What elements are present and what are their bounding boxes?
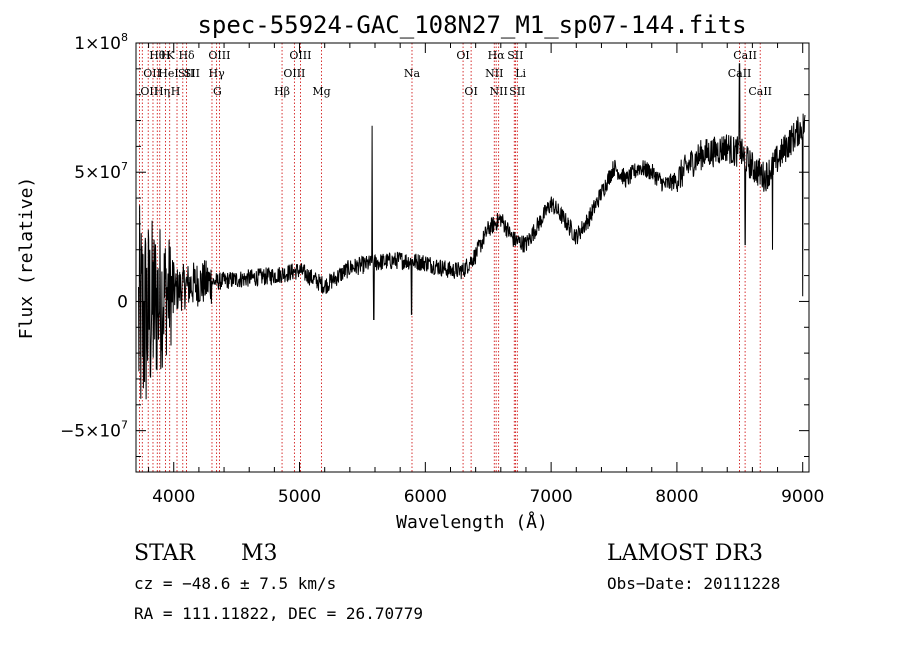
emission-line-markers [138, 43, 761, 472]
x-axis-label: Wavelength (Å) [396, 511, 548, 533]
y-tick-exponent: 7 [121, 160, 128, 173]
line-label: SII [509, 85, 525, 98]
line-label: SII [507, 49, 523, 62]
line-label: H [161, 49, 171, 62]
x-tick-label: 6000 [404, 487, 447, 507]
x-tick-label: 4000 [152, 487, 195, 507]
x-axis-ticks: 4000 5000 6000 7000 8000 9000 [148, 43, 824, 507]
line-label: HeI [158, 67, 178, 80]
line-label: OIII [289, 49, 311, 62]
line-label: K [166, 49, 175, 62]
line-label: Li [515, 67, 526, 80]
emission-line-labels: OIIOIIHθHηHeIHKHSIIHδSIIGHγOIIIHβOIIIOII… [140, 49, 772, 98]
line-label: SII [178, 67, 194, 80]
line-label: CaII [733, 49, 757, 62]
redshift-text: cz = −48.6 ± 7.5 km/s [134, 574, 336, 593]
y-tick-label: 0 [117, 292, 128, 312]
line-label: Na [404, 67, 421, 80]
y-tick-label: 5×107 [74, 160, 128, 183]
line-label: OII [143, 67, 161, 80]
line-label: Hα [488, 49, 506, 62]
line-label: Hδ [178, 49, 195, 62]
plot-frame [135, 42, 810, 473]
coordinates-text: RA = 111.11822, DEC = 26.70779 [134, 604, 423, 623]
line-label: OIII [283, 67, 305, 80]
line-label: Hγ [209, 67, 226, 80]
y-tick-base: 0 [117, 292, 128, 312]
line-label: OI [456, 49, 469, 62]
line-label: Hβ [274, 85, 290, 98]
y-tick-exponent: 7 [121, 419, 128, 432]
y-tick-label: −5×107 [60, 419, 128, 442]
line-label: NII [490, 85, 508, 98]
chart-title: spec-55924-GAC_108N27_M1_sp07-144.fits [197, 11, 746, 39]
line-label: Mg [312, 85, 330, 98]
line-label: NII [485, 67, 503, 80]
y-axis-label: Flux (relative) [16, 177, 37, 340]
line-label: G [213, 85, 222, 98]
line-label: Hη [154, 85, 170, 98]
y-tick-base: −5×10 [60, 422, 121, 442]
line-label: OII [140, 85, 158, 98]
y-tick-base: 5×10 [74, 163, 121, 183]
x-tick-label: 5000 [278, 487, 321, 507]
spectrum-line [138, 63, 806, 400]
y-tick-label: 1×108 [74, 31, 128, 54]
object-subclass: M3 [241, 541, 278, 566]
y-tick-base: 1×10 [74, 34, 121, 54]
obs-date-text: Obs−Date: 20111228 [607, 574, 780, 593]
survey-name: LAMOST DR3 [607, 541, 763, 566]
line-label: OIII [208, 49, 230, 62]
line-label: OI [464, 85, 477, 98]
x-tick-label: 8000 [655, 487, 698, 507]
line-label: CaII [748, 85, 772, 98]
line-label: Hθ [149, 49, 166, 62]
line-label: SII [184, 67, 200, 80]
x-tick-label: 7000 [529, 487, 572, 507]
x-tick-label: 9000 [781, 487, 824, 507]
line-label: H [171, 85, 181, 98]
object-class: STAR [134, 541, 196, 566]
y-tick-exponent: 8 [121, 31, 128, 44]
